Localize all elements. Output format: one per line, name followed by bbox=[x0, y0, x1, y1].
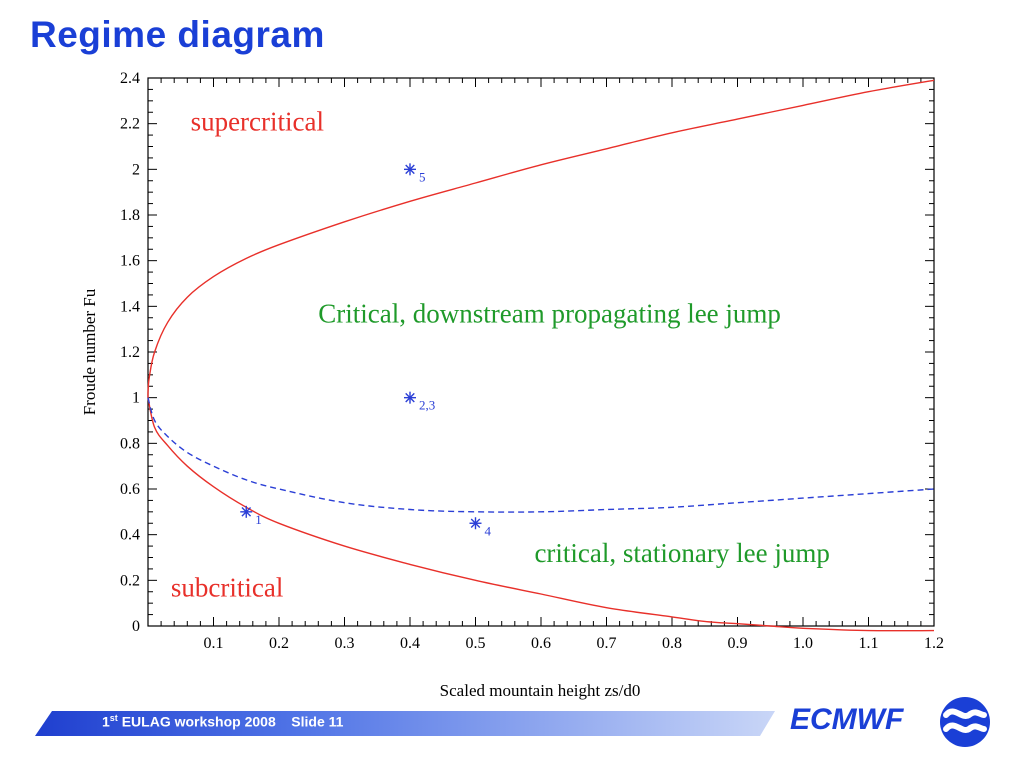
y-tick-label: 0 bbox=[132, 618, 140, 635]
x-tick-label: 0.3 bbox=[335, 635, 355, 652]
slide-title: Regime diagram bbox=[30, 14, 325, 55]
footer-text-pre: 1 bbox=[102, 713, 110, 730]
y-tick-label: 0.2 bbox=[120, 572, 140, 589]
x-tick-label: 1.1 bbox=[859, 635, 879, 652]
ecmwf-logo-icon bbox=[940, 697, 990, 747]
region-annotation: subcritical bbox=[171, 572, 283, 602]
y-tick-label: 0.6 bbox=[120, 481, 140, 498]
y-tick-labels: 0 0.2 0.4 0.6 0.8 1 1.2 1.4 1.6 1.8 2 2.2 2.4 bbox=[120, 70, 140, 635]
footer-text: 1st EULAG workshop 2008 Slide 11 bbox=[102, 713, 343, 730]
y-tick-label: 0.8 bbox=[120, 435, 140, 452]
x-tick-label: 1.2 bbox=[924, 635, 944, 652]
x-tick-label: 0.8 bbox=[662, 635, 682, 652]
x-tick-label: 0.5 bbox=[466, 635, 486, 652]
region-annotation: critical, stationary lee jump bbox=[534, 538, 829, 568]
case-point: 1 bbox=[240, 505, 262, 527]
regime-boundary-curve bbox=[147, 79, 935, 398]
case-point: 4 bbox=[469, 517, 492, 538]
regime-curves bbox=[147, 79, 935, 632]
y-tick-label: 0.4 bbox=[120, 527, 140, 544]
axis-ticks bbox=[147, 77, 935, 627]
x-tick-label: 0.1 bbox=[204, 635, 224, 652]
y-axis-label: Froude number Fu bbox=[80, 288, 99, 415]
x-tick-label: 0.6 bbox=[531, 635, 551, 652]
x-tick-label: 0.7 bbox=[597, 635, 617, 652]
x-tick-label: 0.9 bbox=[728, 635, 748, 652]
case-point-label: 2,3 bbox=[419, 398, 435, 413]
regime-chart: 0.1 0.2 0.3 0.4 0.5 0.6 0.7 0.8 0.9 1.0 1.1 1.2 0 0.… bbox=[80, 70, 945, 700]
x-tick-label: 0.4 bbox=[400, 635, 420, 652]
x-axis-label: Scaled mountain height zs/d0 bbox=[440, 681, 641, 700]
regime-boundary-curve bbox=[147, 397, 935, 632]
region-annotation: supercritical bbox=[191, 107, 324, 137]
case-point-label: 5 bbox=[419, 169, 426, 184]
footer-text-sup: st bbox=[109, 713, 118, 723]
x-tick-label: 1.0 bbox=[793, 635, 813, 652]
footer-text-post: EULAG workshop 2008 Slide 11 bbox=[117, 713, 344, 730]
y-tick-label: 1.6 bbox=[120, 253, 140, 270]
y-tick-label: 2.2 bbox=[120, 116, 140, 133]
case-point: 2,3 bbox=[404, 391, 435, 413]
case-point-label: 1 bbox=[255, 512, 262, 527]
y-tick-label: 2.4 bbox=[120, 70, 140, 87]
case-point: 5 bbox=[404, 163, 426, 184]
y-tick-label: 1.8 bbox=[120, 207, 140, 224]
ecmwf-logo-text: ECMWF bbox=[790, 703, 904, 736]
case-point-label: 4 bbox=[485, 523, 492, 538]
region-annotation: Critical, downstream propagating lee jum… bbox=[318, 298, 781, 328]
y-tick-label: 1 bbox=[132, 390, 140, 407]
y-tick-label: 1.2 bbox=[120, 344, 140, 361]
y-tick-label: 1.4 bbox=[120, 298, 140, 315]
footer-band bbox=[35, 711, 775, 736]
x-tick-label: 0.2 bbox=[269, 635, 289, 652]
x-tick-labels: 0.1 0.2 0.3 0.4 0.5 0.6 0.7 0.8 0.9 1.0 1.1 1.2 bbox=[204, 635, 945, 652]
region-annotations: supercritical Critical, downstream propag… bbox=[171, 107, 830, 603]
case-points: 1 2,3 4 5 bbox=[240, 163, 492, 538]
y-tick-label: 2 bbox=[132, 161, 140, 178]
